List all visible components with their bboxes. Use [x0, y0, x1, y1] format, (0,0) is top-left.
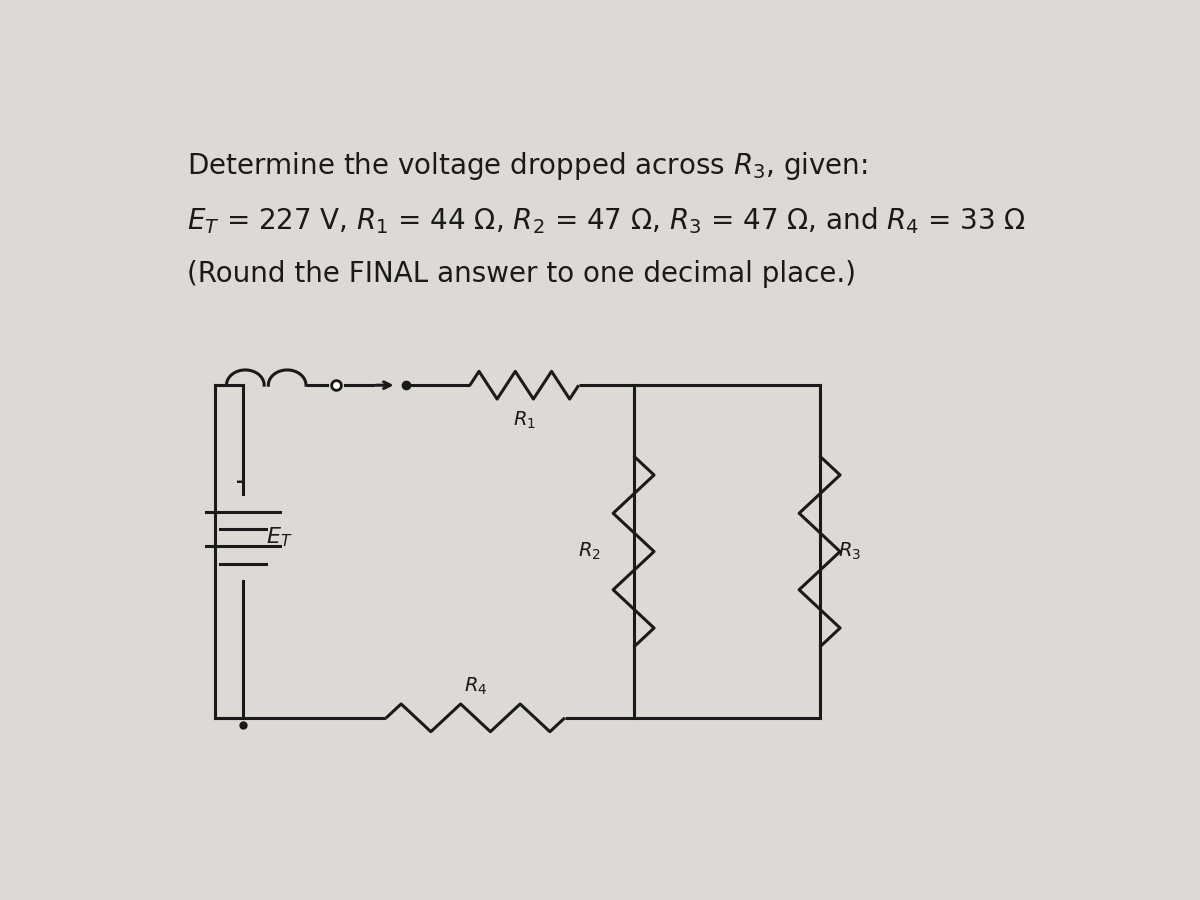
Text: Determine the voltage dropped across $R_3$, given:: Determine the voltage dropped across $R_… [187, 149, 868, 182]
Text: $R_2$: $R_2$ [578, 541, 601, 562]
Text: (Round the FINAL answer to one decimal place.): (Round the FINAL answer to one decimal p… [187, 260, 857, 289]
Text: $R_3$: $R_3$ [839, 541, 862, 562]
Text: $E_T$: $E_T$ [266, 526, 293, 550]
Text: $E_T$ = 227 V, $R_1$ = 44 Ω, $R_2$ = 47 Ω, $R_3$ = 47 Ω, and $R_4$ = 33 Ω: $E_T$ = 227 V, $R_1$ = 44 Ω, $R_2$ = 47 … [187, 205, 1026, 236]
Text: $R_1$: $R_1$ [512, 410, 535, 431]
Text: –: – [236, 472, 246, 491]
Text: $R_4$: $R_4$ [464, 676, 487, 697]
